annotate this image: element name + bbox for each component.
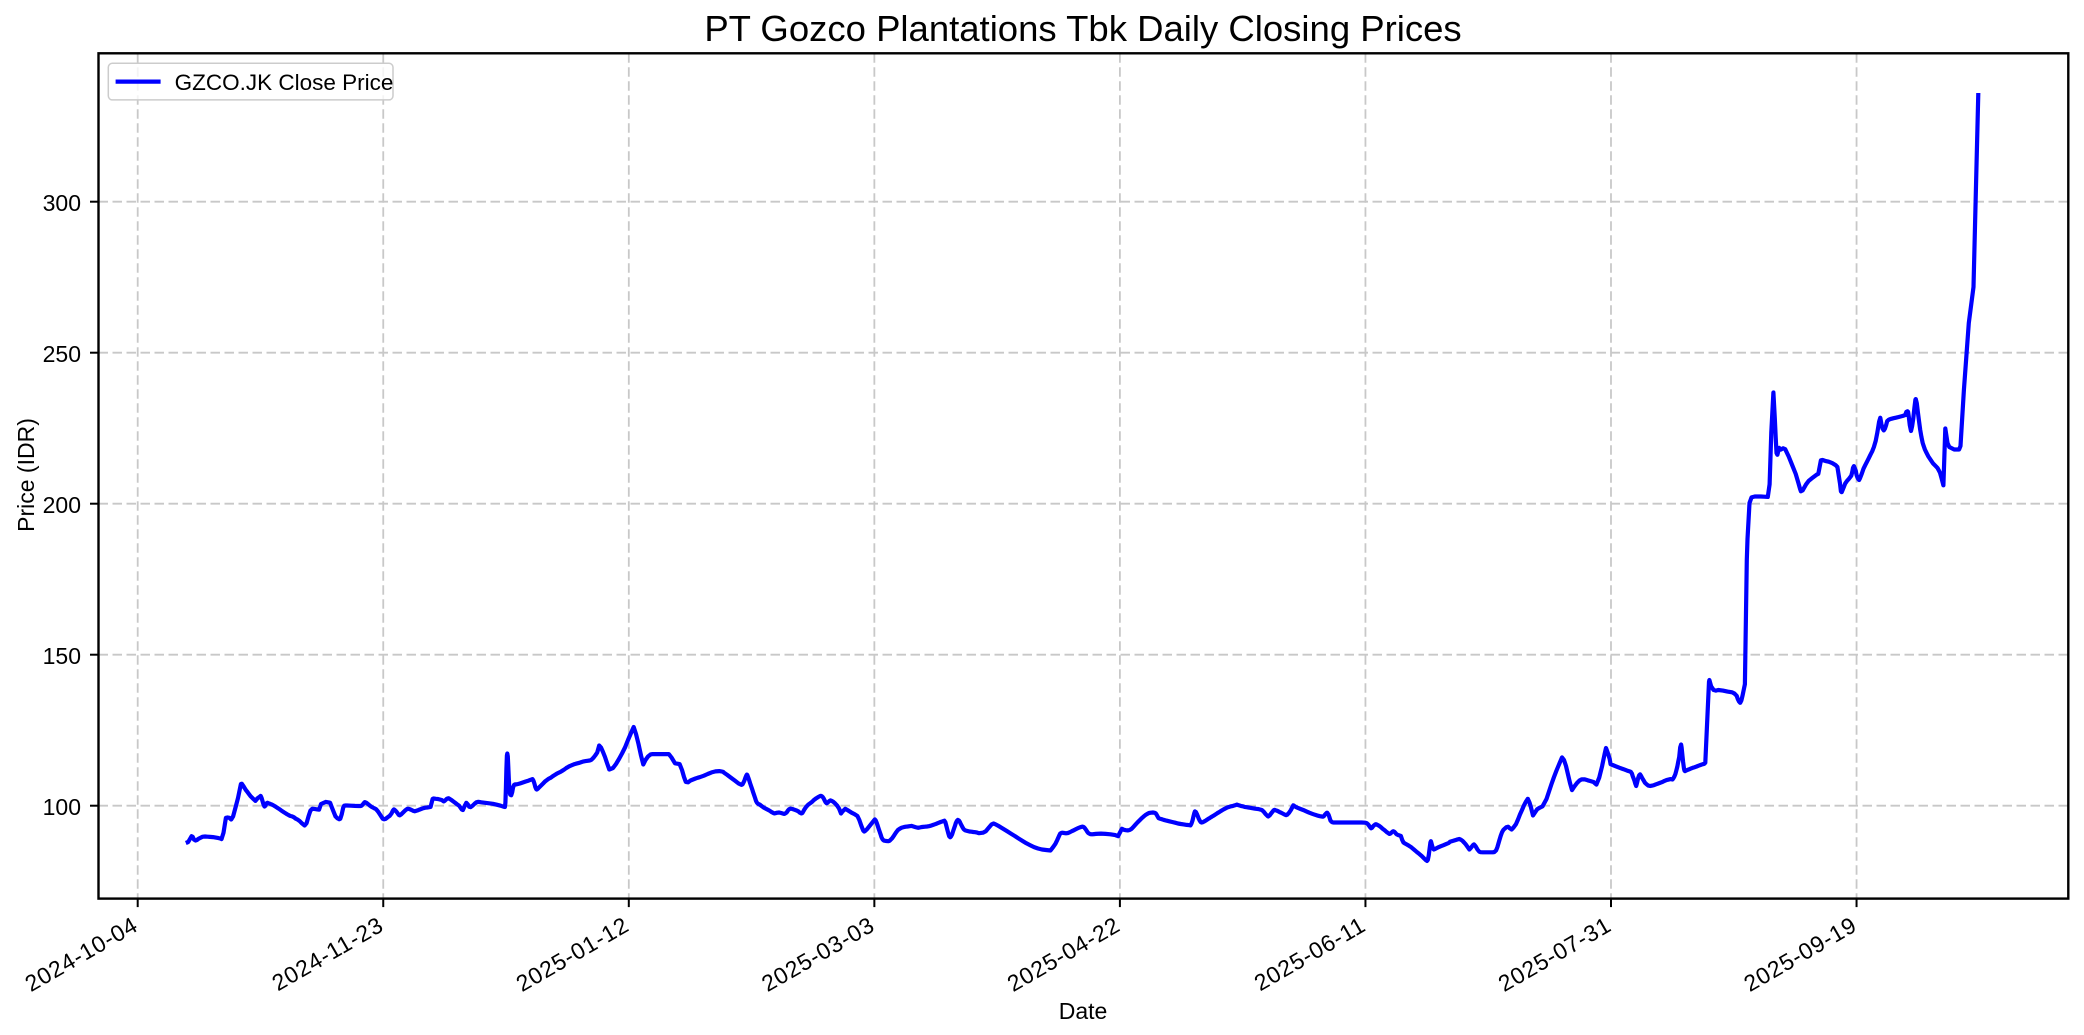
- svg-text:Price (IDR): Price (IDR): [13, 418, 39, 532]
- svg-text:PT Gozco Plantations Tbk Daily: PT Gozco Plantations Tbk Daily Closing P…: [704, 8, 1461, 49]
- svg-text:GZCO.JK Close Price: GZCO.JK Close Price: [175, 70, 394, 95]
- svg-text:250: 250: [43, 341, 81, 367]
- svg-text:300: 300: [43, 190, 81, 216]
- svg-text:Date: Date: [1059, 998, 1108, 1024]
- svg-text:150: 150: [43, 643, 81, 669]
- svg-text:100: 100: [43, 794, 81, 820]
- svg-text:200: 200: [43, 492, 81, 518]
